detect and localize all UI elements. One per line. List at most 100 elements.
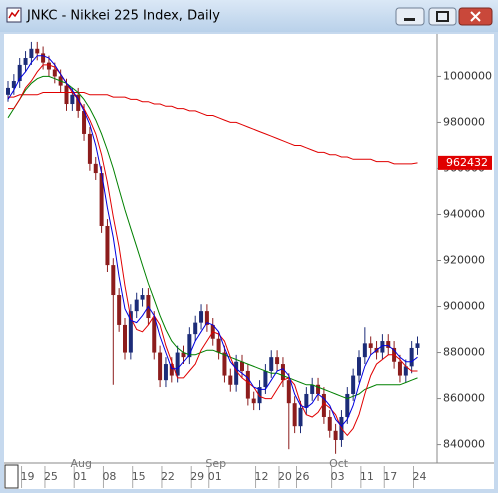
candle-body xyxy=(105,225,110,266)
candle-body xyxy=(345,393,350,417)
minimize-glyph xyxy=(404,18,415,21)
candle-body xyxy=(409,347,414,367)
x-tick-label: 20 xyxy=(278,470,292,483)
candle-body xyxy=(41,53,46,63)
candle-body xyxy=(380,341,385,353)
candle-body xyxy=(181,352,186,358)
candle-body xyxy=(275,357,280,365)
candle-body xyxy=(128,311,133,353)
window-title: JNKC - Nikkei 225 Index, Daily xyxy=(26,9,220,24)
candle-body xyxy=(64,85,69,105)
candle-body xyxy=(292,403,297,427)
y-tick-label: 880000 xyxy=(443,346,485,359)
candle-body xyxy=(117,295,122,325)
candle-body xyxy=(216,338,221,353)
x-tick-label: 11 xyxy=(360,470,374,483)
candle-body xyxy=(123,324,127,353)
x-tick-label: 25 xyxy=(44,470,58,483)
app-icon-glyph xyxy=(8,9,20,19)
x-tick-label: 03 xyxy=(331,470,345,483)
candle-body xyxy=(87,133,92,164)
x-tick-label: 24 xyxy=(413,470,427,483)
corner-box xyxy=(4,464,19,489)
candle-body xyxy=(11,81,16,88)
moving-average-line xyxy=(7,75,418,400)
candle-body xyxy=(316,384,321,394)
candle-body xyxy=(386,341,391,348)
candle-body xyxy=(351,375,356,394)
candle-body xyxy=(82,110,87,134)
candle-body xyxy=(23,58,28,65)
candle-body xyxy=(327,416,332,431)
candle-body xyxy=(140,295,145,300)
candle-body xyxy=(286,380,291,404)
x-tick-label: 01 xyxy=(208,470,222,483)
x-tick-label: 01 xyxy=(73,470,87,483)
candle-body xyxy=(93,163,98,174)
candle-body xyxy=(251,398,256,404)
candle-body xyxy=(204,311,209,325)
candle-body xyxy=(175,352,180,376)
chart-area xyxy=(4,34,494,489)
candle-body xyxy=(70,94,75,105)
x-tick-label: 12 xyxy=(255,470,269,483)
candle-body xyxy=(245,370,250,399)
candle-body xyxy=(134,299,139,312)
candle-body xyxy=(35,48,40,54)
candle-body xyxy=(29,48,34,59)
candle-body xyxy=(298,407,303,427)
candle-body xyxy=(163,364,168,381)
candle-body xyxy=(52,69,57,77)
candle-body xyxy=(368,343,373,348)
candle-body xyxy=(263,370,268,388)
y-tick-label: 920000 xyxy=(443,254,485,267)
candle-body xyxy=(310,384,315,394)
candle-body xyxy=(240,361,244,371)
last-price-tag xyxy=(438,155,492,170)
x-tick-label: 17 xyxy=(383,470,397,483)
candle-body xyxy=(280,364,285,381)
candle-body xyxy=(234,361,239,385)
candle-body xyxy=(6,87,10,95)
y-tick-label: 860000 xyxy=(443,392,485,405)
last-price-label: 962432 xyxy=(446,156,488,169)
candle-body xyxy=(357,357,361,376)
x-tick-label: 08 xyxy=(102,470,116,483)
month-label: Oct xyxy=(329,457,349,470)
x-tick-label: 26 xyxy=(296,470,310,483)
month-label: Sep xyxy=(205,457,226,470)
candle-body xyxy=(397,361,402,376)
candle-body xyxy=(199,311,204,323)
y-tick-label: 840000 xyxy=(443,438,485,451)
minimize-button[interactable] xyxy=(395,7,425,26)
x-tick-label: 15 xyxy=(132,470,146,483)
month-label: Aug xyxy=(70,457,91,470)
maximize-button[interactable] xyxy=(428,7,457,26)
y-tick-label: 900000 xyxy=(443,300,485,313)
candle-body xyxy=(76,94,81,111)
candle-body xyxy=(222,352,227,376)
candle-body xyxy=(304,393,309,408)
maximize-glyph xyxy=(436,11,449,22)
candle-body xyxy=(321,393,326,417)
candle-body xyxy=(46,62,51,70)
candle-body xyxy=(257,387,262,404)
x-tick-label: 22 xyxy=(161,470,175,483)
candle-body xyxy=(169,364,174,376)
candle-body xyxy=(228,375,233,385)
y-tick-label: 1000000 xyxy=(443,69,492,82)
candle-body xyxy=(152,318,157,353)
candle-body xyxy=(17,64,22,82)
close-glyph xyxy=(470,11,481,22)
candle-body xyxy=(193,322,198,335)
x-tick-label: 29 xyxy=(190,470,204,483)
candle-body xyxy=(111,265,116,296)
moving-average-line xyxy=(7,55,418,427)
candle-body xyxy=(403,366,408,376)
candle-body xyxy=(187,334,192,358)
candle-body xyxy=(415,343,420,348)
candle-body xyxy=(333,430,338,440)
candle-body xyxy=(99,173,104,226)
x-tick-label: 19 xyxy=(21,470,35,483)
